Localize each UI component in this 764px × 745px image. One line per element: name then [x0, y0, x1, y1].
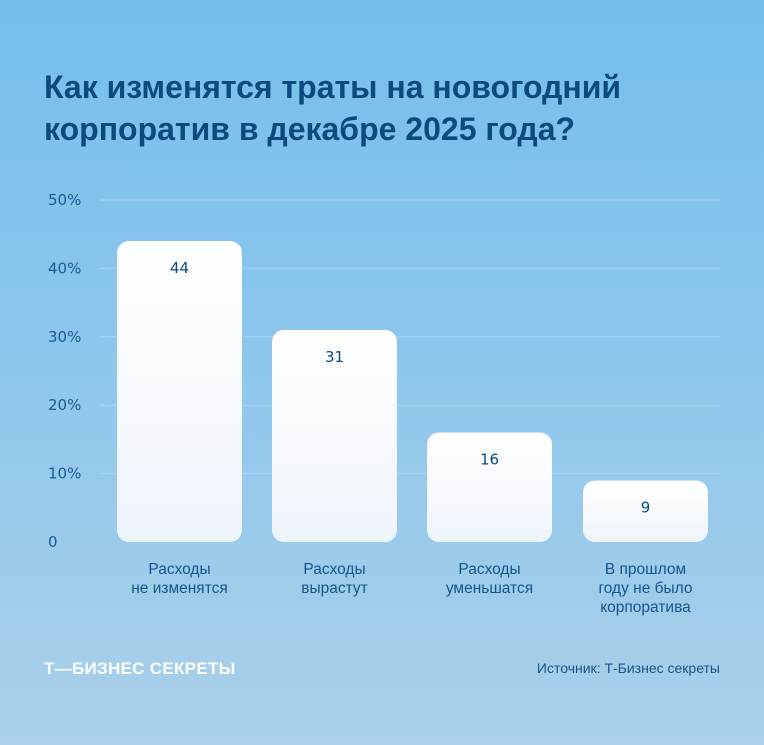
- y-tick-label: 20%: [48, 396, 81, 414]
- y-tick-label: 40%: [48, 259, 81, 277]
- bar: [583, 480, 708, 542]
- x-category-label: В прошлом году не было корпоратива: [598, 561, 692, 616]
- bar: [117, 241, 242, 543]
- y-tick-label: 0: [48, 533, 58, 551]
- y-tick-label: 50%: [48, 191, 81, 209]
- y-tick-label: 30%: [48, 328, 81, 346]
- data-label: 31: [325, 348, 344, 366]
- data-label: 9: [641, 498, 651, 516]
- bar: [427, 432, 552, 542]
- source-note: Источник: Т-Бизнес секреты: [536, 660, 720, 676]
- data-label: 44: [170, 259, 189, 277]
- bar: [272, 329, 397, 542]
- data-label: 16: [480, 451, 499, 469]
- chart-title: Как изменятся траты на новогодний корпор…: [44, 69, 622, 147]
- x-category-label: Расходы не изменятся: [131, 561, 228, 597]
- x-category-label: Расходы уменьшатся: [446, 561, 533, 597]
- y-tick-label: 10%: [48, 465, 81, 483]
- brand-logo: Т—БИЗНЕС СЕКРЕТЫ: [44, 659, 236, 678]
- x-category-label: Расходы вырастут: [301, 561, 368, 597]
